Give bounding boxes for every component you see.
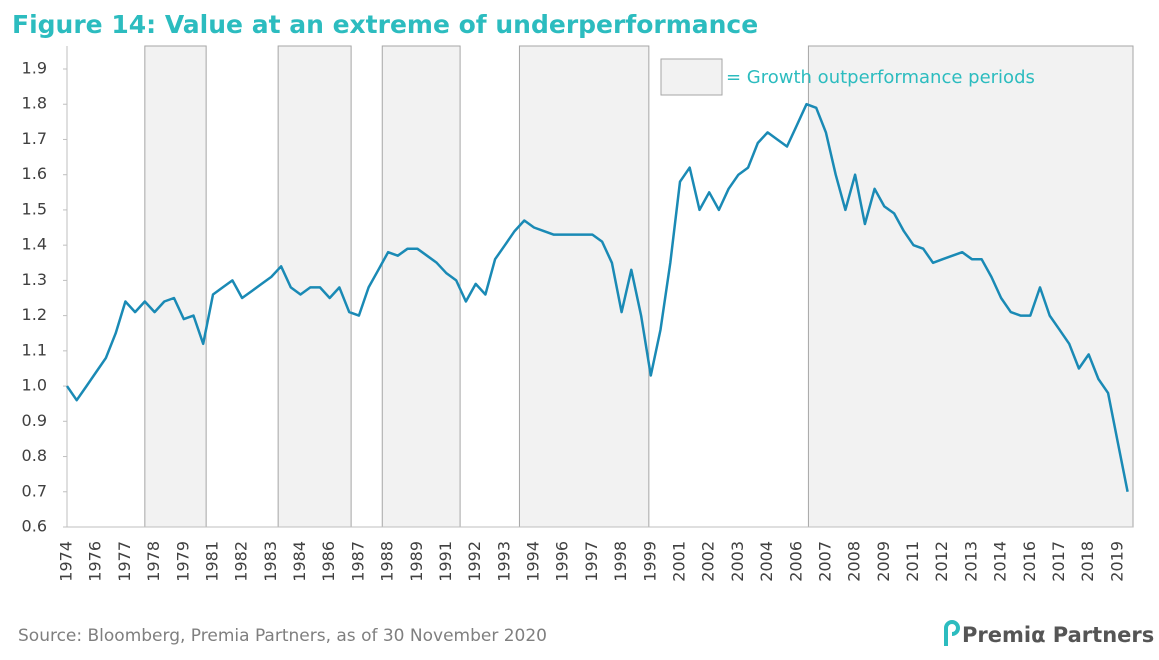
y-tick-label: 0.8 — [22, 446, 47, 465]
x-tick-label: 2002 — [699, 541, 718, 582]
x-tick-label: 1984 — [290, 541, 309, 582]
y-tick-label: 1.0 — [22, 376, 47, 395]
x-tick-label: 1977 — [115, 541, 134, 582]
x-tick-label: 2011 — [903, 541, 922, 582]
x-tick-label: 1981 — [202, 541, 221, 582]
x-tick-label: 1988 — [378, 541, 397, 582]
x-tick-label: 1997 — [582, 541, 601, 582]
x-tick-label: 1993 — [494, 541, 513, 582]
x-tick-label: 1976 — [86, 541, 105, 582]
y-tick-label: 1.5 — [22, 199, 47, 218]
x-tick-label: 1996 — [553, 541, 572, 582]
y-tick-label: 1.7 — [22, 129, 47, 148]
x-tick-label: 2017 — [1049, 541, 1068, 582]
x-tick-label: 2001 — [669, 541, 688, 582]
x-tick-label: 2003 — [728, 541, 747, 582]
y-tick-label: 1.2 — [22, 305, 47, 324]
y-tick-label: 0.9 — [22, 411, 47, 430]
logo: Premiα Partners — [944, 620, 1154, 647]
shaded-period — [144, 45, 207, 528]
legend-swatch — [660, 58, 723, 96]
x-tick-label: 2014 — [991, 541, 1010, 582]
x-tick-label: 1987 — [348, 541, 367, 582]
x-tick-label: 1994 — [524, 541, 543, 582]
x-tick-label: 2018 — [1078, 541, 1097, 582]
y-tick-label: 1.6 — [22, 164, 47, 183]
y-tick-label: 1.1 — [22, 340, 47, 359]
data-line — [65, 102, 1129, 493]
x-tick-label: 1992 — [465, 541, 484, 582]
x-tick-label: 1998 — [611, 541, 630, 582]
logo-icon — [944, 620, 960, 646]
source: Source: Bloomberg, Premia Partners, as o… — [18, 626, 547, 646]
x-tick-label: 2012 — [932, 541, 951, 582]
y-tick-label: 0.6 — [22, 517, 47, 536]
x-tick-label: 1979 — [173, 541, 192, 582]
shaded-period — [381, 45, 461, 528]
x-tick-label: 1982 — [232, 541, 251, 582]
x-tick-label: 2007 — [815, 541, 834, 582]
y-tick-label: 1.9 — [22, 59, 47, 78]
y-tick-label: 1.4 — [22, 235, 47, 254]
shaded-period — [518, 45, 650, 528]
x-tick-label: 2013 — [961, 541, 980, 582]
x-tick-label: 1999 — [640, 541, 659, 582]
chart-title: Figure 14: Value at an extreme of underp… — [12, 10, 758, 39]
y-tick-label: 1.8 — [22, 94, 47, 113]
x-tick-label: 1986 — [319, 541, 338, 582]
shaded-period — [807, 45, 1134, 528]
y-tick-label: 1.3 — [22, 270, 47, 289]
logo-text: Premiα Partners — [962, 623, 1154, 647]
x-tick-label: 1989 — [407, 541, 426, 582]
x-tick-label: 2019 — [1107, 541, 1126, 582]
x-tick-label: 2004 — [757, 541, 776, 582]
x-tick-label: 1983 — [261, 541, 280, 582]
x-tick-label: 1974 — [57, 541, 76, 582]
x-tick-label: 2006 — [786, 541, 805, 582]
x-tick-label: 1978 — [144, 541, 163, 582]
x-tick-label: 2016 — [1020, 541, 1039, 582]
legend-label: = Growth outperformance periods — [726, 67, 1035, 88]
x-tick-label: 1991 — [436, 541, 455, 582]
y-tick-label: 0.7 — [22, 481, 47, 500]
x-tick-label: 2009 — [874, 541, 893, 582]
x-tick-label: 2008 — [845, 541, 864, 582]
